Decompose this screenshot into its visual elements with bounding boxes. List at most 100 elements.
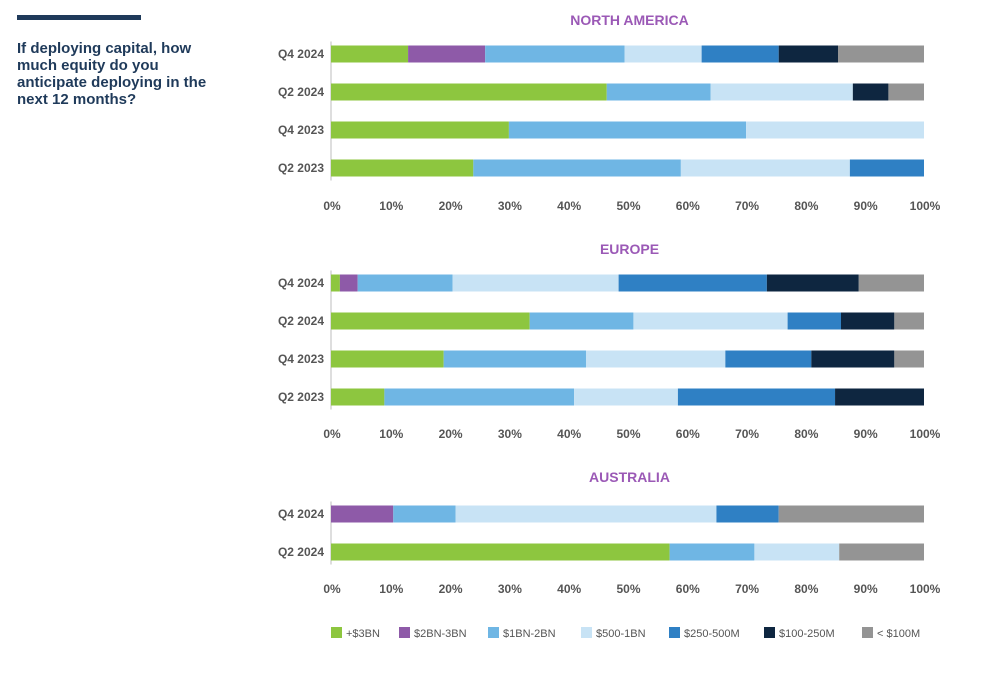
category-label: Q2 2023 — [278, 390, 324, 404]
bar-segment — [331, 83, 607, 101]
bar-segment — [473, 159, 681, 177]
bar-segment — [778, 45, 839, 63]
bar-segment — [624, 45, 702, 63]
x-tick-label: 90% — [854, 582, 878, 596]
x-tick-label: 20% — [439, 199, 463, 213]
bar-segment — [529, 312, 634, 330]
bar-segment — [331, 543, 670, 561]
x-tick-label: 10% — [379, 199, 403, 213]
bar-segment — [669, 543, 755, 561]
x-tick-label: 80% — [794, 582, 818, 596]
bar-segment — [852, 83, 889, 101]
category-label: Q4 2024 — [278, 507, 324, 521]
question-title: If deploying capital, how much equity do… — [17, 40, 207, 108]
x-tick-label: 100% — [910, 582, 941, 596]
x-tick-label: 10% — [379, 427, 403, 441]
bar-segment — [408, 45, 486, 63]
x-tick-label: 10% — [379, 582, 403, 596]
x-tick-label: 40% — [557, 582, 581, 596]
bar-segment — [787, 312, 841, 330]
category-label: Q4 2023 — [278, 352, 324, 366]
x-tick-label: 60% — [676, 582, 700, 596]
bar-segment — [331, 350, 444, 368]
x-tick-label: 20% — [439, 582, 463, 596]
x-tick-label: 70% — [735, 427, 759, 441]
bar-segment — [331, 121, 509, 139]
bar-segment — [894, 350, 924, 368]
bar-segment — [888, 83, 924, 101]
legend-label: $1BN-2BN — [503, 628, 556, 640]
x-tick-label: 50% — [616, 582, 640, 596]
bar-segment — [339, 274, 358, 292]
x-tick-label: 90% — [854, 199, 878, 213]
x-tick-label: 0% — [323, 582, 341, 596]
bar-segment — [331, 45, 409, 63]
bar-segment — [331, 388, 385, 406]
x-tick-label: 30% — [498, 582, 522, 596]
x-tick-label: 80% — [794, 427, 818, 441]
legend-label: +$3BN — [346, 628, 380, 640]
legend-swatch — [399, 627, 410, 638]
x-tick-label: 30% — [498, 427, 522, 441]
category-label: Q2 2023 — [278, 161, 324, 175]
bar-segment — [606, 83, 711, 101]
legend-swatch — [488, 627, 499, 638]
bar-segment — [633, 312, 788, 330]
bar-segment — [680, 159, 850, 177]
category-label: Q4 2024 — [278, 47, 324, 61]
x-tick-label: 70% — [735, 199, 759, 213]
legend-swatch — [862, 627, 873, 638]
bar-segment — [331, 312, 530, 330]
x-tick-label: 50% — [616, 427, 640, 441]
x-tick-label: 90% — [854, 427, 878, 441]
panel-title-europe: EUROPE — [600, 241, 659, 257]
bar-segment — [574, 388, 678, 406]
bar-segment — [835, 388, 924, 406]
x-tick-label: 100% — [910, 199, 941, 213]
bar-segment — [840, 312, 895, 330]
bar-segment — [677, 388, 836, 406]
bar-segment — [393, 505, 456, 523]
legend-label: $250-500M — [684, 628, 740, 640]
legend-label: < $100M — [877, 628, 920, 640]
bar-segment — [838, 45, 924, 63]
accent-bar — [17, 15, 141, 20]
bar-segment — [618, 274, 767, 292]
legend-label: $100-250M — [779, 628, 835, 640]
bar-segment — [716, 505, 779, 523]
bar-segment — [331, 159, 474, 177]
x-tick-label: 60% — [676, 427, 700, 441]
bar-segment — [331, 505, 394, 523]
x-tick-label: 0% — [323, 199, 341, 213]
bar-segment — [778, 505, 924, 523]
x-tick-label: 0% — [323, 427, 341, 441]
x-tick-label: 40% — [557, 427, 581, 441]
category-label: Q2 2024 — [278, 314, 324, 328]
bar-segment — [585, 350, 726, 368]
bar-segment — [455, 505, 717, 523]
legend-swatch — [669, 627, 680, 638]
x-tick-label: 70% — [735, 582, 759, 596]
bar-segment — [384, 388, 575, 406]
bar-segment — [443, 350, 586, 368]
legend-swatch — [764, 627, 775, 638]
bar-segment — [485, 45, 625, 63]
x-tick-label: 80% — [794, 199, 818, 213]
x-tick-label: 50% — [616, 199, 640, 213]
x-tick-label: 20% — [439, 427, 463, 441]
bar-segment — [746, 121, 924, 139]
bar-segment — [725, 350, 812, 368]
bar-segment — [858, 274, 924, 292]
bar-segment — [754, 543, 840, 561]
bar-segment — [766, 274, 859, 292]
bar-segment — [331, 274, 340, 292]
bar-segment — [701, 45, 779, 63]
bar-segment — [839, 543, 924, 561]
bar-segment — [811, 350, 895, 368]
x-tick-label: 60% — [676, 199, 700, 213]
legend-label: $500-1BN — [596, 628, 646, 640]
bar-segment — [710, 83, 853, 101]
category-label: Q2 2024 — [278, 545, 324, 559]
category-label: Q4 2024 — [278, 276, 324, 290]
